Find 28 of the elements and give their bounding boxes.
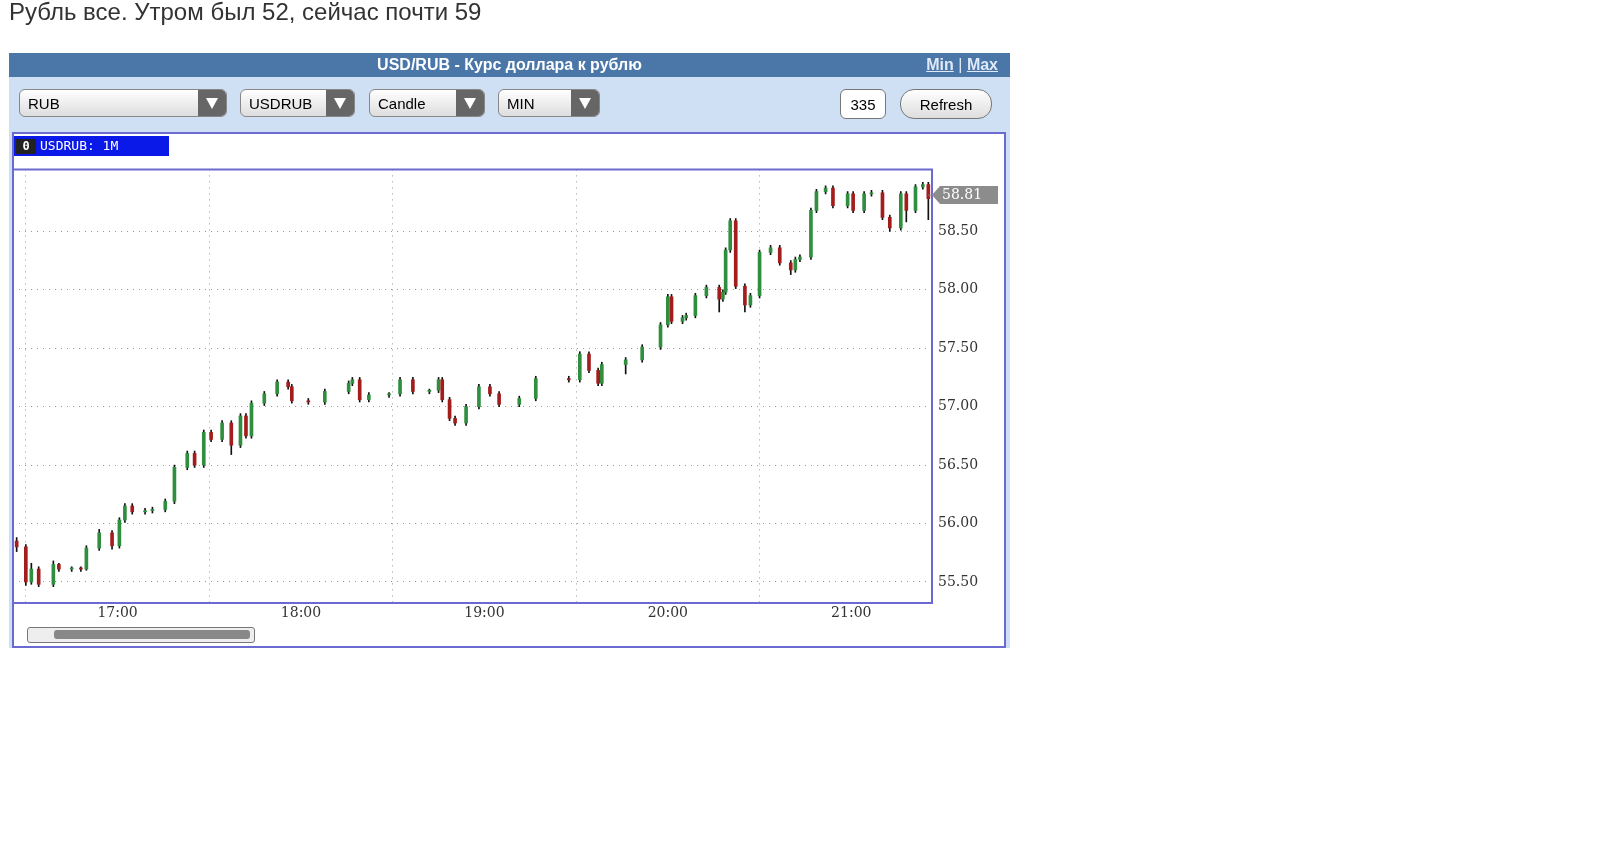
text: Min [926, 56, 954, 73]
y-tick-label: 55.50 [938, 572, 979, 589]
y-tick-label: 56.00 [938, 514, 979, 531]
y-tick-label: 58.50 [938, 221, 979, 238]
y-tick-label: 57.00 [938, 397, 979, 414]
x-tick-label: 19:00 [464, 604, 505, 621]
text: USDRUB: 1M [40, 138, 119, 153]
chart-title: Рубль все. Утром был 52, сейчас почти 59 [9, 0, 482, 26]
text: Refresh [900, 89, 992, 119]
x-tick-label: 20:00 [647, 604, 689, 621]
text: 0 [16, 139, 36, 154]
annotation: 58.81 [942, 185, 983, 202]
chart-subtitle: USD/RUB - Курс доллара к рублю [377, 56, 642, 73]
x-tick-label: 21:00 [831, 604, 872, 621]
text: RUB [19, 89, 227, 117]
text: MIN [498, 89, 600, 117]
text: Candle [369, 89, 485, 117]
candlestick [306, 398, 311, 405]
text: Max [966, 56, 998, 73]
candlestick [143, 508, 147, 515]
y-tick-label: 58.00 [938, 280, 979, 297]
y-tick-label: 57.50 [938, 338, 979, 355]
text: 335 [840, 89, 886, 119]
text: USDRUB [240, 89, 355, 117]
text: | [958, 56, 963, 73]
x-tick-label: 17:00 [97, 604, 138, 621]
y-tick-label: 56.50 [938, 455, 979, 472]
x-tick-label: 18:00 [280, 604, 322, 621]
